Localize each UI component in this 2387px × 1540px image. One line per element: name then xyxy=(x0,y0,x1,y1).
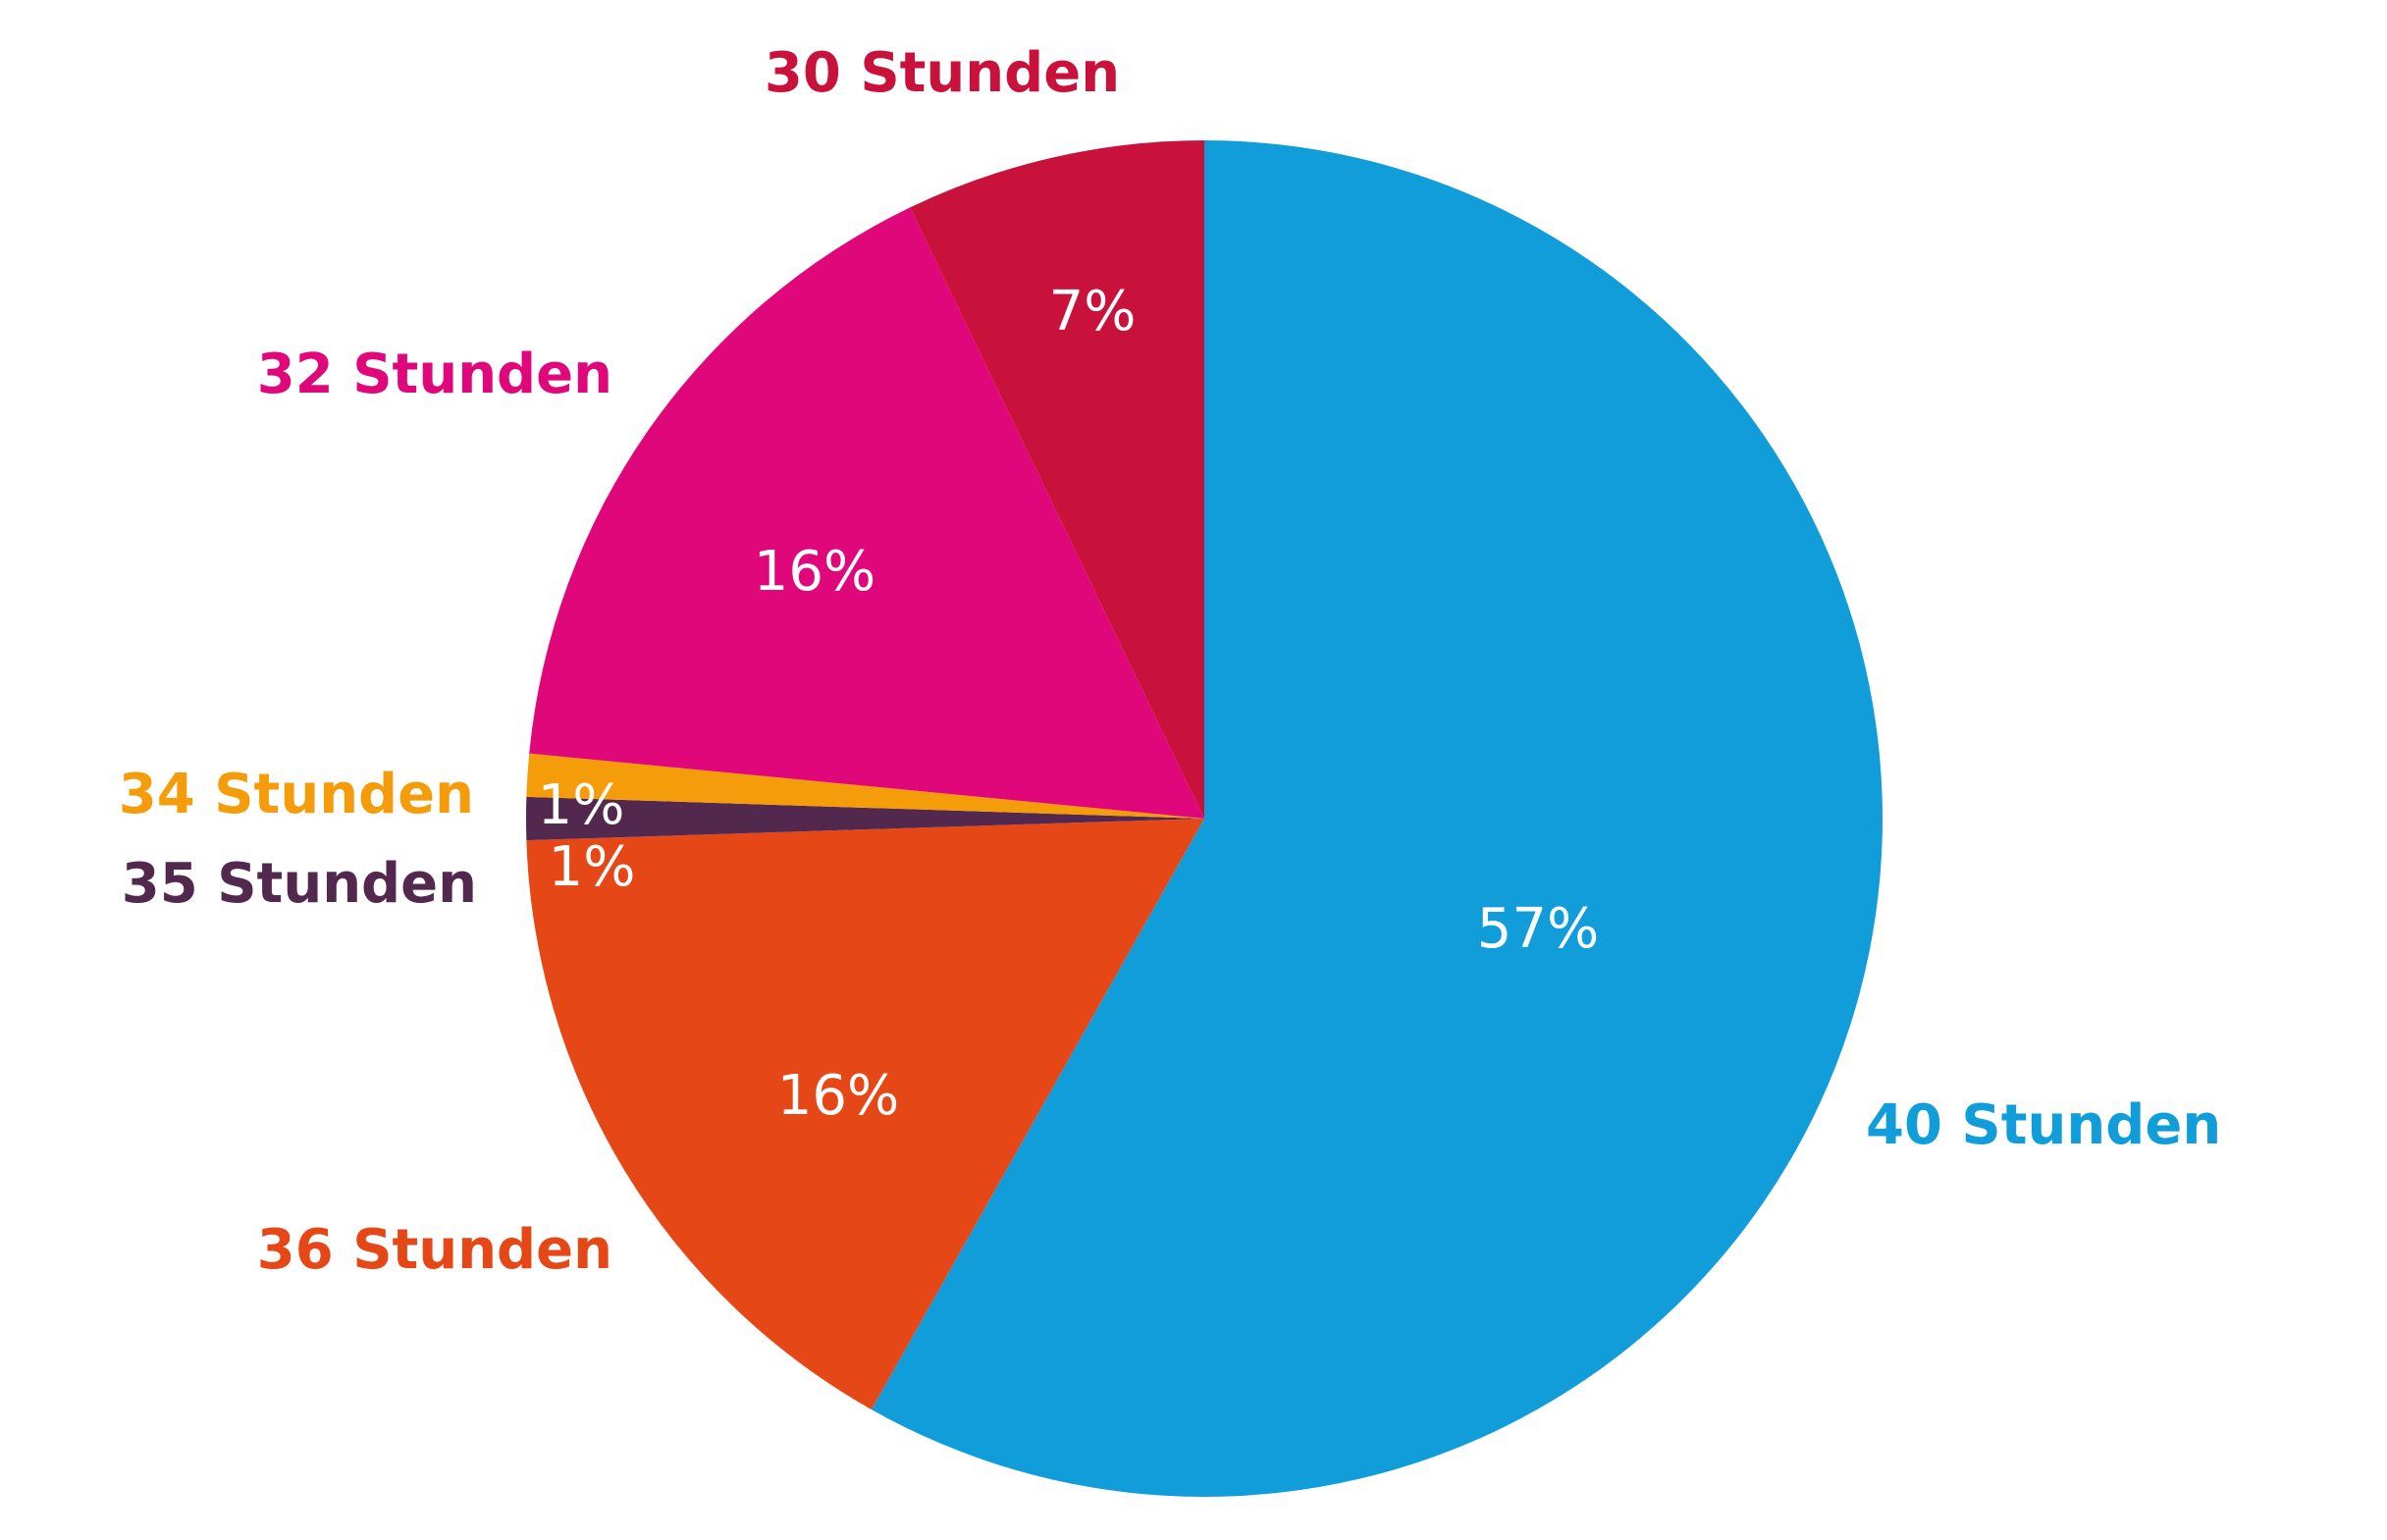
value-label: 1% xyxy=(549,835,636,899)
slice-label: 40 Stunden xyxy=(1866,1093,2221,1157)
pie-slice xyxy=(871,140,1883,1497)
value-label: 16% xyxy=(754,540,875,604)
slice-label: 35 Stunden xyxy=(122,852,477,916)
slice-label: 36 Stunden xyxy=(257,1218,612,1282)
value-label: 7% xyxy=(1049,280,1137,344)
slice-label: 32 Stunden xyxy=(257,343,612,406)
slice-label: 30 Stunden xyxy=(765,41,1120,105)
value-label: 1% xyxy=(538,773,625,837)
pie-slice xyxy=(526,796,1204,841)
pie-slice xyxy=(526,819,1204,1410)
pie-slice xyxy=(910,140,1204,819)
pie-slice xyxy=(526,753,1204,819)
slice-label: 34 Stunden xyxy=(119,763,474,826)
value-label: 16% xyxy=(777,1064,899,1128)
pie-slice xyxy=(529,207,1204,819)
value-label: 57% xyxy=(1477,897,1599,961)
